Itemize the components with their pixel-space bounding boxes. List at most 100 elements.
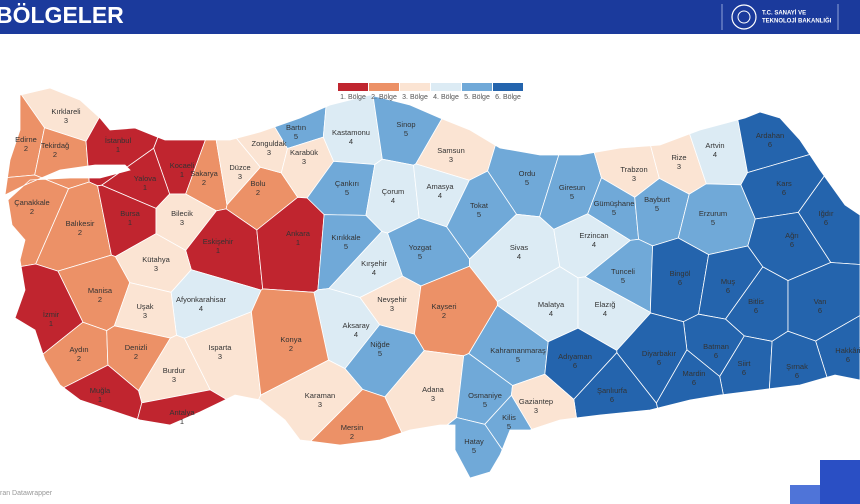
province-region: 3 xyxy=(431,394,435,403)
legend-swatch xyxy=(493,83,523,91)
province-region: 3 xyxy=(143,311,147,320)
ministry-line: T.C. SANAYİ VE xyxy=(762,10,806,17)
province-name: Kırşehir xyxy=(361,259,387,268)
province-name: Yozgat xyxy=(409,243,433,252)
province xyxy=(85,116,159,187)
province-region: 6 xyxy=(846,355,850,364)
province-region: 6 xyxy=(818,306,822,315)
province-region: 5 xyxy=(418,252,422,261)
province-name: Denizli xyxy=(125,343,148,352)
province-name: Bartın xyxy=(286,123,306,132)
corner-decoration xyxy=(790,485,820,504)
province-name: Antalya xyxy=(169,408,195,417)
province-region: 4 xyxy=(549,309,553,318)
province-region: 1 xyxy=(116,145,120,154)
province-layer xyxy=(4,87,860,479)
province-region: 3 xyxy=(64,116,68,125)
province-region: 2 xyxy=(350,432,354,441)
province-name: Çorum xyxy=(382,187,405,196)
province-name: Sakarya xyxy=(190,169,218,178)
province-name: Çanakkale xyxy=(14,198,49,207)
legend-swatch xyxy=(369,83,399,91)
province-name: Muğla xyxy=(90,386,111,395)
province-name: Zonguldak xyxy=(251,139,286,148)
province-region: 5 xyxy=(516,355,520,364)
province-name: Çankırı xyxy=(335,179,359,188)
province-region: 6 xyxy=(795,371,799,380)
province xyxy=(62,364,143,420)
province-name: Ağrı xyxy=(785,231,799,240)
province-region: 3 xyxy=(677,162,681,171)
province xyxy=(815,315,860,381)
province-region: 5 xyxy=(472,446,476,455)
province-region: 5 xyxy=(711,218,715,227)
province-name: Kırklareli xyxy=(51,107,81,116)
legend-label: 5. Bölge xyxy=(464,94,490,101)
province-name: Erzincan xyxy=(579,231,608,240)
ministry-logo-inner xyxy=(737,10,751,24)
legend-swatch xyxy=(400,83,430,91)
province-name: Balıkesir xyxy=(66,219,95,228)
province-region: 5 xyxy=(378,349,382,358)
province-name: Yalova xyxy=(134,174,157,183)
province-region: 6 xyxy=(754,306,758,315)
province-name: Aksaray xyxy=(342,321,369,330)
province-name: Karabük xyxy=(290,148,318,157)
province-region: 4 xyxy=(354,330,358,339)
province-name: Mersin xyxy=(341,423,364,432)
province-region: 4 xyxy=(372,268,376,277)
province-region: 3 xyxy=(238,172,242,181)
province-region: 1 xyxy=(216,246,220,255)
province-region: 1 xyxy=(49,319,53,328)
province-region: 1 xyxy=(98,395,102,404)
province-region: 2 xyxy=(53,150,57,159)
province-name: Konya xyxy=(280,335,302,344)
province-name: Muş xyxy=(721,277,735,286)
province-name: Adıyaman xyxy=(558,352,592,361)
province-name: Kastamonu xyxy=(332,128,370,137)
header-title: BÖLGELER xyxy=(0,2,124,28)
province-name: Kars xyxy=(776,179,792,188)
province xyxy=(137,389,228,426)
province-name: Malatya xyxy=(538,300,565,309)
province-region: 6 xyxy=(782,188,786,197)
province-name: Manisa xyxy=(88,286,113,295)
province-name: Rize xyxy=(671,153,686,162)
province-region: 4 xyxy=(592,240,596,249)
province-name: Van xyxy=(814,297,827,306)
province-region: 1 xyxy=(180,170,184,179)
province-name: Kahramanmaraş xyxy=(490,346,546,355)
province-region: 6 xyxy=(573,361,577,370)
province-region: 3 xyxy=(267,148,271,157)
province-name: Tekirdağ xyxy=(41,141,69,150)
province-name: Mardin xyxy=(683,369,706,378)
province-region: 6 xyxy=(768,140,772,149)
province-name: Ardahan xyxy=(756,131,784,140)
legend: 1. Bölge 2. Bölge 3. Bölge 4. Bölge 5. Bölge… xyxy=(338,83,523,101)
province-region: 2 xyxy=(134,352,138,361)
province-name: Sinop xyxy=(396,120,415,129)
province-name: Diyarbakır xyxy=(642,349,677,358)
province-name: Kayseri xyxy=(431,302,456,311)
province-region: 3 xyxy=(534,406,538,415)
province-name: Kilis xyxy=(502,413,516,422)
province-name: Kütahya xyxy=(142,255,170,264)
province-region: 1 xyxy=(180,417,184,426)
province-region: 3 xyxy=(302,157,306,166)
province-name: Hatay xyxy=(464,437,484,446)
province-region: 5 xyxy=(612,208,616,217)
province-region: 3 xyxy=(449,155,453,164)
province-region: 5 xyxy=(483,400,487,409)
province-name: Isparta xyxy=(209,343,233,352)
province-name: Kocaeli xyxy=(170,161,195,170)
province-name: Iğdır xyxy=(818,209,834,218)
province-region: 6 xyxy=(678,278,682,287)
province-name: İzmir xyxy=(43,310,60,319)
ministry-line: TEKNOLOJİ BAKANLIĞI xyxy=(762,17,832,25)
province-region: 2 xyxy=(442,311,446,320)
province-name: Şırnak xyxy=(786,362,808,371)
province-name: Bolu xyxy=(250,179,265,188)
province-name: Uşak xyxy=(136,302,153,311)
header-bar xyxy=(0,0,860,34)
